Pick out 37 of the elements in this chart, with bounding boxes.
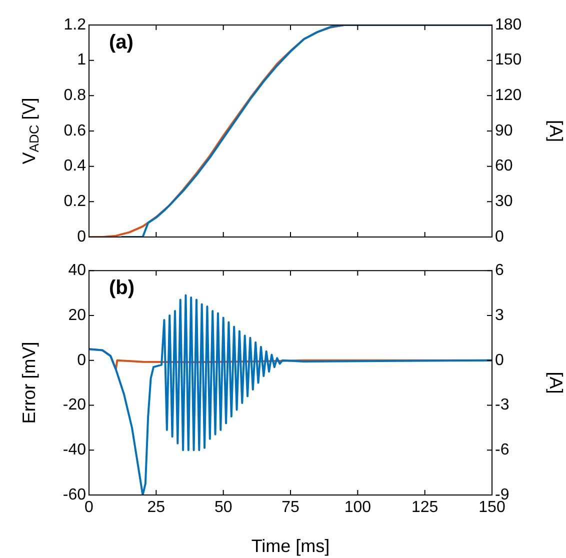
y-tick-label: -40 <box>62 442 86 459</box>
y2-tick-label: 0 <box>495 352 504 369</box>
x-tick-label: 50 <box>214 499 232 516</box>
y-tick-label: -20 <box>62 396 86 414</box>
y2-tick-label: 60 <box>495 158 513 175</box>
y2-tick-label: 120 <box>495 87 522 104</box>
y2-tick-label: 30 <box>495 193 513 210</box>
y-tick-label: 0 <box>77 228 86 246</box>
y-tick-label: 1.2 <box>64 16 86 34</box>
y2-tick-label: 180 <box>495 16 522 34</box>
x-tick-label: 100 <box>344 499 372 516</box>
y-tick-label: 0.8 <box>64 87 86 104</box>
y-tick-label: -60 <box>62 486 86 504</box>
y2-tick-label: 6 <box>495 262 504 280</box>
x-tick-label: 25 <box>147 499 166 516</box>
y-tick-label: 0.2 <box>64 193 86 210</box>
y2-tick-label: -3 <box>495 396 510 414</box>
y-tick-label: 0.4 <box>64 158 86 175</box>
x-tick-label: 75 <box>282 499 300 516</box>
y-tick-label: 0 <box>77 352 86 369</box>
y-tick-label: 0.6 <box>64 122 86 140</box>
y-tick-label: 1 <box>77 52 86 69</box>
y2-tick-label: -6 <box>495 442 510 459</box>
y-axis-title: Error [mV] <box>18 342 39 424</box>
chart-title: (a) <box>109 32 134 54</box>
y2-tick-label: 150 <box>495 52 522 69</box>
x-tick-label: 125 <box>411 499 438 516</box>
y2-axis-title: [A] <box>546 120 566 142</box>
chart-title: (b) <box>109 277 135 300</box>
y-axis-title: VADC [V] <box>18 98 42 164</box>
y2-axis-title: [A] <box>546 372 566 394</box>
y2-tick-label: 3 <box>495 306 504 324</box>
y2-tick-label: 0 <box>495 228 504 246</box>
y2-tick-label: 90 <box>495 122 513 140</box>
y-tick-label: 20 <box>68 306 86 324</box>
x-axis-title: Time [ms] <box>251 536 330 556</box>
y-tick-label: 40 <box>68 262 86 280</box>
